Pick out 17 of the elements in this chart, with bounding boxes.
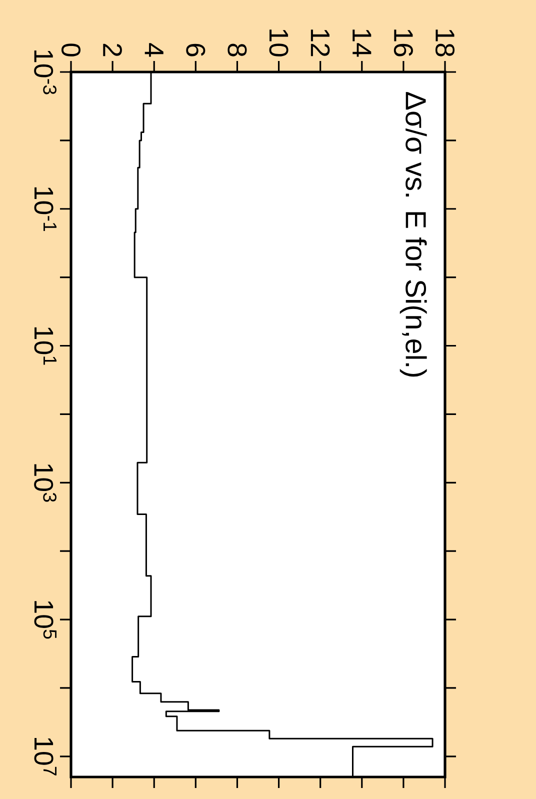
x-tick-label: 10 [269,30,288,56]
y-tick-label: 10$^{1}$ [34,327,56,365]
x-tick-label: 0 [61,44,81,56]
y-tick-label: 10$^{-1}$ [34,187,56,232]
x-tick-label: 14 [352,30,372,57]
x-tick-label: 6 [186,44,206,56]
x-tick-label: 16 [394,30,413,56]
x-tick-label: 4 [144,43,164,57]
x-tick-label: 8 [228,44,247,56]
y-tick-label: 10$^{3}$ [34,464,56,502]
y-tick-label: 10$^{-3}$ [34,50,56,94]
x-tick-label: 12 [310,30,330,56]
x-tick-label: 2 [103,44,122,56]
y-tick-label: 10$^{7}$ [34,738,56,776]
x-tick-label: 18 [435,30,455,56]
y-tick-label: 10$^{5}$ [34,601,56,639]
text: Δσ/σ vs. E for Si(n,el.) [400,92,427,377]
